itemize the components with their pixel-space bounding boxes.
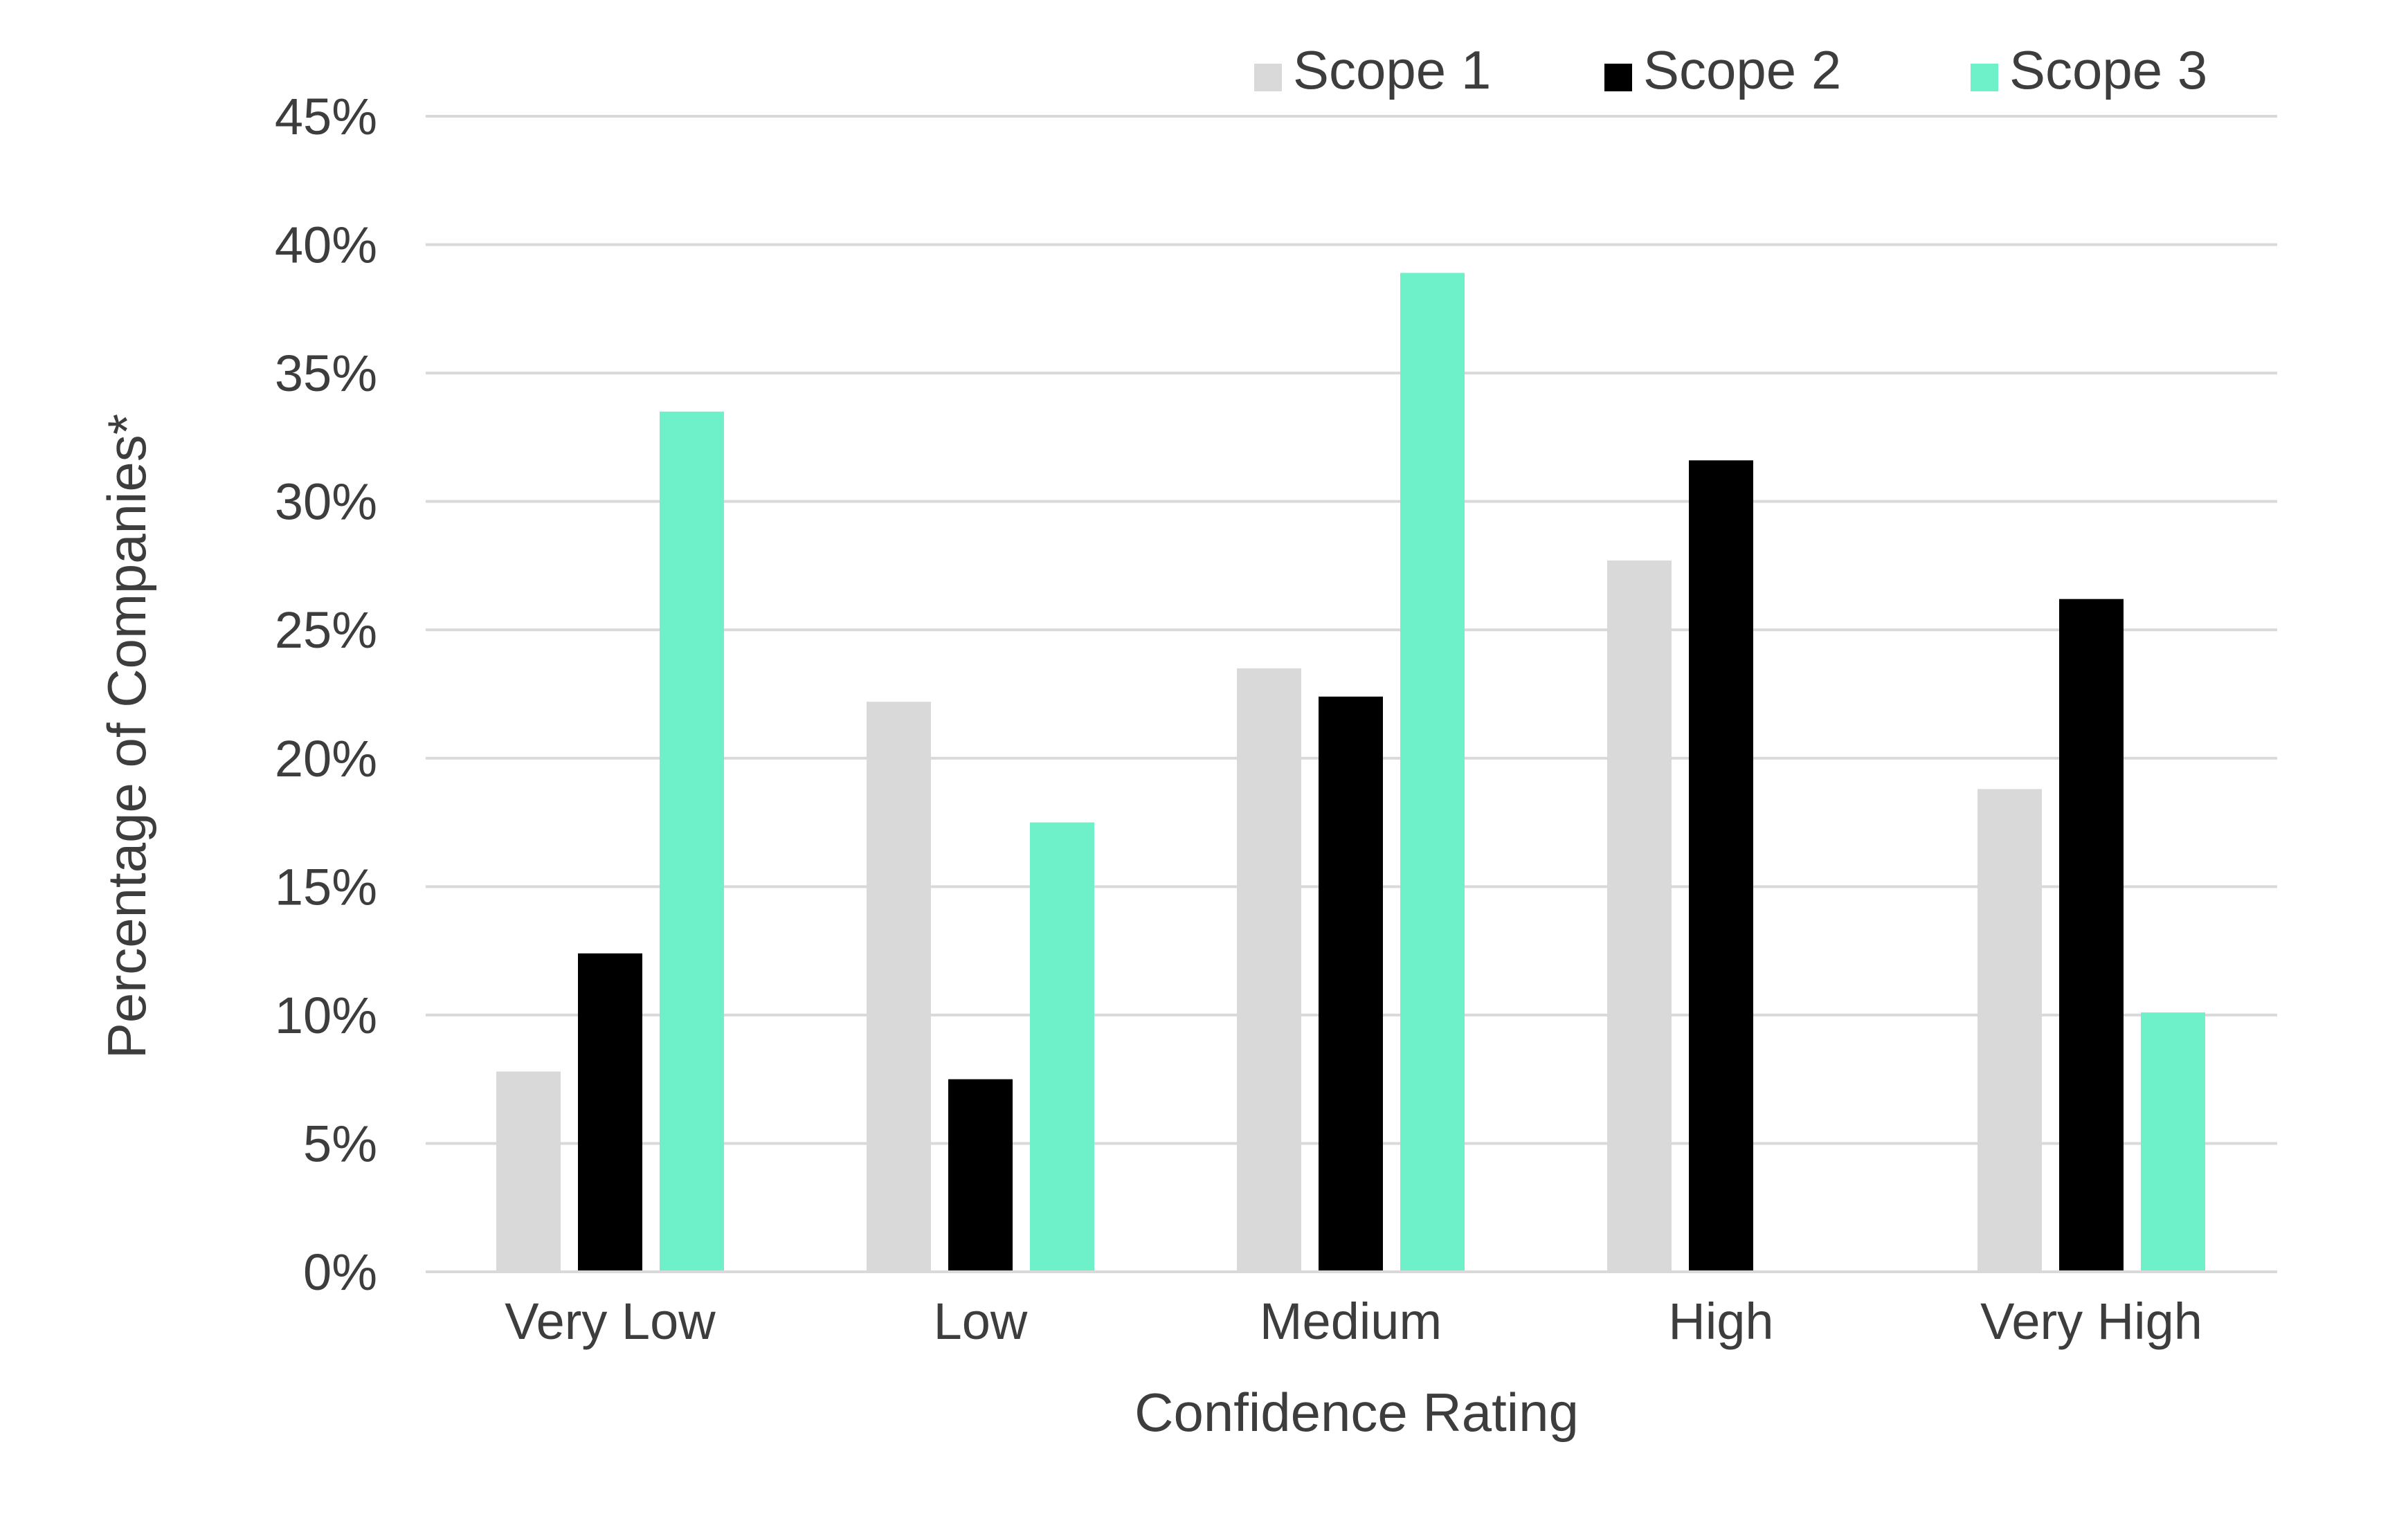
x-tick-label: Very Low bbox=[505, 1293, 716, 1350]
bar-scope-1-very-high bbox=[1977, 789, 2042, 1272]
y-tick-label: 45% bbox=[275, 88, 377, 145]
legend-label: Scope 2 bbox=[1643, 39, 1841, 100]
bar-scope-3-low bbox=[1030, 822, 1094, 1272]
y-tick-label: 0% bbox=[303, 1243, 377, 1301]
bar-scope-2-medium bbox=[1319, 696, 1383, 1272]
legend-label: Scope 3 bbox=[2009, 39, 2207, 100]
legend-swatch bbox=[1971, 64, 1998, 91]
y-tick-label: 40% bbox=[275, 217, 377, 274]
x-tick-label: Very High bbox=[1980, 1293, 2202, 1350]
bar-scope-3-medium bbox=[1400, 273, 1465, 1272]
y-tick-label: 15% bbox=[275, 858, 377, 915]
legend-label: Scope 1 bbox=[1293, 39, 1491, 100]
bar-scope-2-high bbox=[1689, 460, 1753, 1273]
y-axis-ticks: 0% 5% 10% 15% 20% 25% 30% 35% 40% 45% bbox=[275, 88, 377, 1301]
x-tick-label: Medium bbox=[1260, 1293, 1442, 1350]
legend: Scope 1 Scope 2 Scope 3 bbox=[1254, 39, 2207, 100]
y-tick-label: 10% bbox=[275, 987, 377, 1044]
bar-scope-3-very-low bbox=[660, 411, 724, 1272]
bar-scope-2-very-low bbox=[578, 953, 642, 1272]
bar-scope-2-low bbox=[948, 1079, 1013, 1272]
x-tick-label: Low bbox=[934, 1293, 1028, 1350]
y-tick-label: 35% bbox=[275, 345, 377, 402]
y-tick-label: 25% bbox=[275, 601, 377, 659]
y-axis-title: Percentage of Companies* bbox=[96, 414, 157, 1059]
bar-scope-3-very-high bbox=[2141, 1012, 2205, 1272]
x-axis-ticks: Very Low Low Medium High Very High bbox=[505, 1293, 2202, 1350]
x-axis-title: Confidence Rating bbox=[1134, 1382, 1579, 1443]
bars bbox=[426, 273, 2277, 1273]
bar-scope-1-high bbox=[1607, 560, 1672, 1272]
y-tick-label: 30% bbox=[275, 473, 377, 531]
y-tick-label: 20% bbox=[275, 730, 377, 787]
legend-swatch bbox=[1604, 64, 1632, 91]
bar-scope-1-low bbox=[867, 702, 931, 1272]
bar-scope-1-very-low bbox=[496, 1071, 561, 1272]
bar-scope-1-medium bbox=[1237, 668, 1301, 1272]
bar-scope-2-very-high bbox=[2059, 599, 2124, 1272]
y-tick-label: 5% bbox=[303, 1115, 377, 1172]
x-tick-label: High bbox=[1668, 1293, 1773, 1350]
legend-swatch bbox=[1254, 64, 1282, 91]
